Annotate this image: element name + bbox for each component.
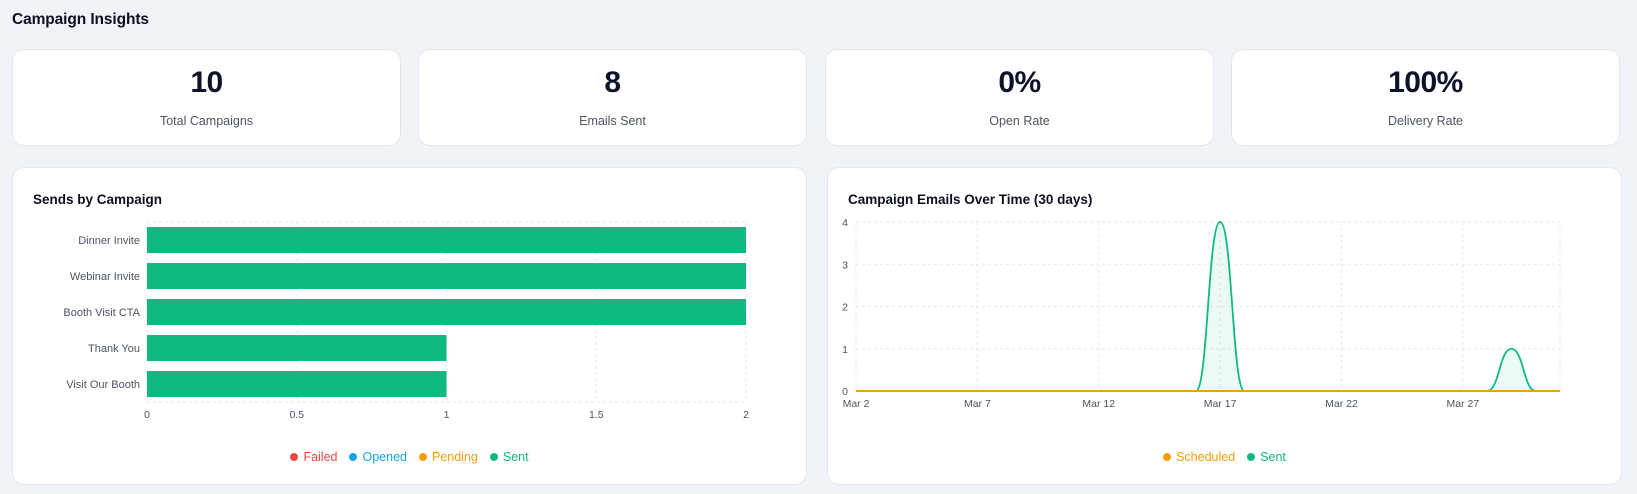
y-tick-label: 3: [842, 259, 848, 271]
chart-legend: Failed Opened Pending Sent: [13, 450, 806, 464]
stat-card-total-campaigns: 10 Total Campaigns: [12, 49, 401, 146]
y-tick-label: 1: [842, 344, 848, 356]
x-tick-label: Mar 22: [1325, 398, 1358, 410]
y-tick-label: 2: [842, 302, 848, 314]
bar-sent: [147, 227, 746, 253]
x-tick-label: Mar 2: [843, 398, 870, 410]
legend-item-failed[interactable]: Failed: [290, 450, 337, 464]
legend-item-sent[interactable]: Sent: [1247, 450, 1286, 464]
y-tick-label: Webinar Invite: [70, 271, 140, 283]
sends-by-campaign-chart: 0 0.5 1 1.5 2 Dinner Invite Webinar Invite Boot…: [63, 221, 749, 421]
stat-label: Total Campaigns: [159, 114, 254, 128]
stat-card-open-rate: 0% Open Rate: [825, 49, 1214, 146]
emails-over-time-card: Campaign Emails Over Time (30 days) 0 1 2 3…: [827, 167, 1622, 485]
stat-value: 10: [190, 66, 223, 99]
y-tick-label: 4: [842, 217, 848, 229]
x-tick-label: 1: [444, 409, 450, 421]
emails-over-time-chart: 0 1 2 3 4 Mar 2 Mar 7 Mar 12 Mar 17 Mar 22 Mar 27: [842, 217, 1561, 410]
legend-dot: [1247, 453, 1256, 461]
stat-card-emails-sent: 8 Emails Sent: [418, 49, 807, 146]
y-tick-label: Booth Visit CTA: [63, 307, 140, 319]
y-tick-label: Dinner Invite: [78, 235, 140, 247]
x-tick-label: Mar 12: [1082, 398, 1115, 410]
bar-sent: [147, 263, 746, 289]
legend-label: Sent: [1260, 450, 1286, 464]
stat-value: 8: [604, 66, 621, 99]
stat-label: Delivery Rate: [1387, 114, 1464, 128]
legend-label: Failed: [303, 450, 338, 464]
chart-title: Campaign Emails Over Time (30 days): [848, 192, 1093, 207]
legend-dot: [418, 453, 427, 461]
y-tick-label: Visit Our Booth: [66, 379, 140, 391]
x-tick-label: Mar 7: [964, 398, 991, 410]
stat-card-delivery-rate: 100% Delivery Rate: [1231, 49, 1620, 146]
stat-label: Open Rate: [989, 114, 1050, 128]
x-tick-label: 2: [743, 409, 749, 421]
bar-sent: [147, 299, 746, 325]
legend-item-opened[interactable]: Opened: [349, 450, 407, 464]
chart-legend: Scheduled Sent: [828, 450, 1621, 464]
stat-label: Emails Sent: [579, 114, 646, 128]
legend-item-scheduled[interactable]: Scheduled: [1163, 450, 1235, 464]
x-tick-label: 0: [144, 409, 150, 421]
legend-item-sent[interactable]: Sent: [489, 450, 529, 464]
y-tick-label: 0: [842, 386, 848, 398]
legend-dot: [489, 453, 498, 461]
chart-title: Sends by Campaign: [33, 192, 163, 207]
x-tick-label: 0.5: [289, 409, 304, 421]
legend-dot: [349, 453, 358, 461]
bar-sent: [147, 335, 447, 361]
legend-label: Scheduled: [1176, 450, 1236, 464]
legend-dot: [290, 453, 299, 461]
x-tick-label: 1.5: [589, 409, 604, 421]
legend-label: Pending: [431, 450, 478, 464]
page-title: Campaign Insights: [12, 11, 149, 28]
legend-label: Opened: [362, 450, 407, 464]
stat-value: 0%: [998, 66, 1041, 99]
legend-dot: [1163, 453, 1172, 461]
y-tick-label: Thank You: [88, 343, 140, 355]
sends-by-campaign-card: Sends by Campaign 0 0.5 1 1.5 2 Dinner Invite…: [12, 167, 807, 485]
bar-sent: [147, 371, 447, 397]
stat-value: 100%: [1388, 66, 1463, 99]
x-tick-label: Mar 27: [1447, 398, 1480, 410]
legend-item-pending[interactable]: Pending: [418, 450, 478, 464]
legend-label: Sent: [502, 450, 529, 464]
x-tick-label: Mar 17: [1204, 398, 1237, 410]
